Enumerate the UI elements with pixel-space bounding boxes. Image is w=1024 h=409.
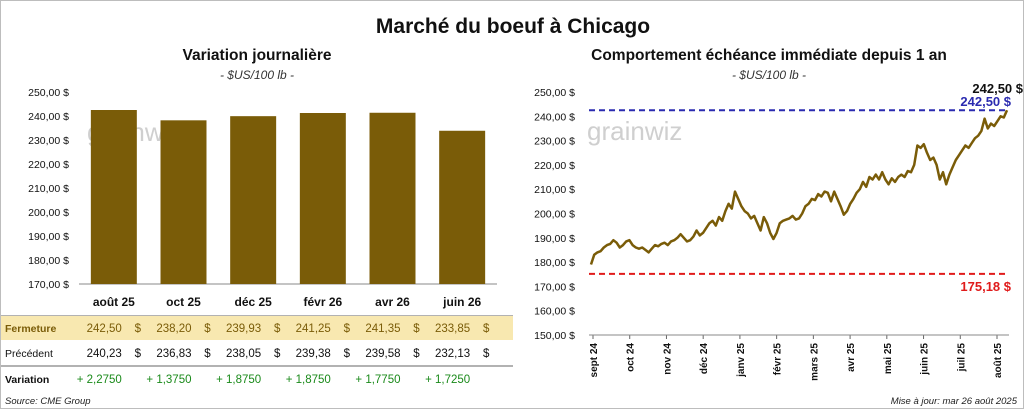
table-cell-unit: $ bbox=[135, 323, 142, 335]
table-cell: + 1,8750 bbox=[286, 374, 331, 386]
table-cell-unit: $ bbox=[204, 348, 211, 360]
table-cell: 238,05 bbox=[226, 348, 261, 360]
table-cell-unit: $ bbox=[483, 348, 490, 360]
table-cell: 236,83 bbox=[156, 348, 191, 360]
x-tick-label: juin 25 bbox=[920, 343, 931, 376]
y-tick-label: 220,00 $ bbox=[28, 159, 69, 171]
x-tick-label: août 25 bbox=[93, 295, 135, 309]
table-cell: + 1,7750 bbox=[355, 374, 400, 386]
y-tick-label: 180,00 $ bbox=[28, 255, 69, 267]
y-tick-label: 150,00 $ bbox=[534, 330, 575, 342]
bar bbox=[90, 110, 137, 284]
table-row-highlight bbox=[1, 316, 513, 340]
y-tick-label: 230,00 $ bbox=[28, 135, 69, 147]
bar bbox=[369, 112, 416, 284]
x-tick-label: mars 25 bbox=[809, 343, 820, 381]
y-tick-label: 250,00 $ bbox=[534, 87, 575, 99]
table-cell: 238,20 bbox=[156, 323, 191, 335]
right-chart-units: - $US/100 lb - bbox=[731, 68, 807, 82]
update-note: Mise à jour: mar 26 août 2025 bbox=[890, 396, 1017, 407]
y-tick-label: 160,00 $ bbox=[534, 306, 575, 318]
table-cell: 239,93 bbox=[226, 323, 261, 335]
y-tick-label: 170,00 $ bbox=[28, 279, 69, 291]
source-note: Source: CME Group bbox=[5, 396, 91, 407]
table-cell-unit: $ bbox=[344, 323, 351, 335]
table-cell: 241,35 bbox=[365, 323, 400, 335]
price-line bbox=[589, 109, 1009, 265]
y-tick-label: 200,00 $ bbox=[534, 209, 575, 221]
reference-line-label: 175,18 $ bbox=[960, 279, 1011, 294]
table-cell-unit: $ bbox=[274, 348, 281, 360]
x-tick-label: déc 24 bbox=[699, 343, 710, 375]
y-tick-label: 180,00 $ bbox=[534, 257, 575, 269]
table-cell: 242,50 bbox=[87, 323, 122, 335]
y-tick-label: 240,00 $ bbox=[534, 111, 575, 123]
table-cell-unit: $ bbox=[413, 348, 420, 360]
table-cell: 233,85 bbox=[435, 323, 470, 335]
table-cell: 239,58 bbox=[365, 348, 400, 360]
y-tick-label: 190,00 $ bbox=[28, 231, 69, 243]
table-cell: + 1,8750 bbox=[216, 374, 261, 386]
bar bbox=[299, 113, 346, 284]
x-tick-label: févr 26 bbox=[303, 295, 342, 309]
y-tick-label: 200,00 $ bbox=[28, 207, 69, 219]
bar bbox=[230, 116, 277, 284]
left-chart-title: Variation journalière bbox=[182, 47, 332, 64]
x-tick-label: juin 26 bbox=[442, 295, 481, 309]
bar bbox=[160, 120, 207, 284]
x-tick-label: févr 25 bbox=[773, 343, 784, 376]
x-tick-label: nov 24 bbox=[662, 343, 673, 375]
x-tick-label: oct 24 bbox=[626, 343, 637, 372]
table-row-label: Précédent bbox=[5, 348, 53, 360]
y-tick-label: 240,00 $ bbox=[28, 111, 69, 123]
table-cell: 232,13 bbox=[435, 348, 470, 360]
x-tick-label: juil 25 bbox=[956, 343, 967, 373]
y-tick-label: 210,00 $ bbox=[28, 183, 69, 195]
y-tick-label: 210,00 $ bbox=[534, 184, 575, 196]
table-cell: + 2,2750 bbox=[77, 374, 122, 386]
left-chart-units: - $US/100 lb - bbox=[219, 68, 295, 82]
table-cell-unit: $ bbox=[344, 348, 351, 360]
x-tick-label: oct 25 bbox=[166, 295, 201, 309]
table-cell: 241,25 bbox=[296, 323, 331, 335]
table-row-label: Variation bbox=[5, 374, 49, 386]
y-tick-label: 170,00 $ bbox=[534, 281, 575, 293]
y-tick-label: 190,00 $ bbox=[534, 233, 575, 245]
bar bbox=[439, 130, 486, 284]
x-tick-label: août 25 bbox=[993, 343, 1004, 378]
y-tick-label: 220,00 $ bbox=[534, 160, 575, 172]
reference-line-label: 242,50 $ bbox=[960, 94, 1011, 109]
table-cell-unit: $ bbox=[135, 348, 142, 360]
table-cell-unit: $ bbox=[413, 323, 420, 335]
table-cell: 239,38 bbox=[296, 348, 331, 360]
line-chart: grainwiz 150,00 $ 160,00 $ 170,00 $ 180,00 $… bbox=[534, 81, 1023, 381]
x-tick-label: janv 25 bbox=[736, 343, 747, 378]
table-cell-unit: $ bbox=[274, 323, 281, 335]
table-cell-unit: $ bbox=[204, 323, 211, 335]
y-tick-label: 230,00 $ bbox=[534, 136, 575, 148]
table-cell-unit: $ bbox=[483, 323, 490, 335]
x-tick-label: avr 26 bbox=[375, 295, 410, 309]
table-cell: 240,23 bbox=[87, 348, 122, 360]
page-title: Marché du boeuf à Chicago bbox=[375, 15, 651, 38]
bar-chart: grainwiz170,00 $180,00 $190,00 $200,00 $… bbox=[1, 87, 513, 386]
x-tick-label: avr 25 bbox=[846, 343, 857, 372]
x-tick-label: sept 24 bbox=[589, 343, 600, 378]
right-chart-title: Comportement échéance immédiate depuis 1… bbox=[591, 47, 947, 64]
table-cell: + 1,3750 bbox=[146, 374, 191, 386]
watermark-logo: grainwiz bbox=[587, 116, 682, 146]
y-tick-label: 250,00 $ bbox=[28, 87, 69, 99]
last-value-label: 242,50 $ bbox=[972, 81, 1023, 96]
x-tick-label: déc 25 bbox=[234, 295, 272, 309]
table-cell: + 1,7250 bbox=[425, 374, 470, 386]
x-tick-label: mai 25 bbox=[883, 343, 894, 375]
table-row-label: Fermeture bbox=[5, 323, 57, 335]
